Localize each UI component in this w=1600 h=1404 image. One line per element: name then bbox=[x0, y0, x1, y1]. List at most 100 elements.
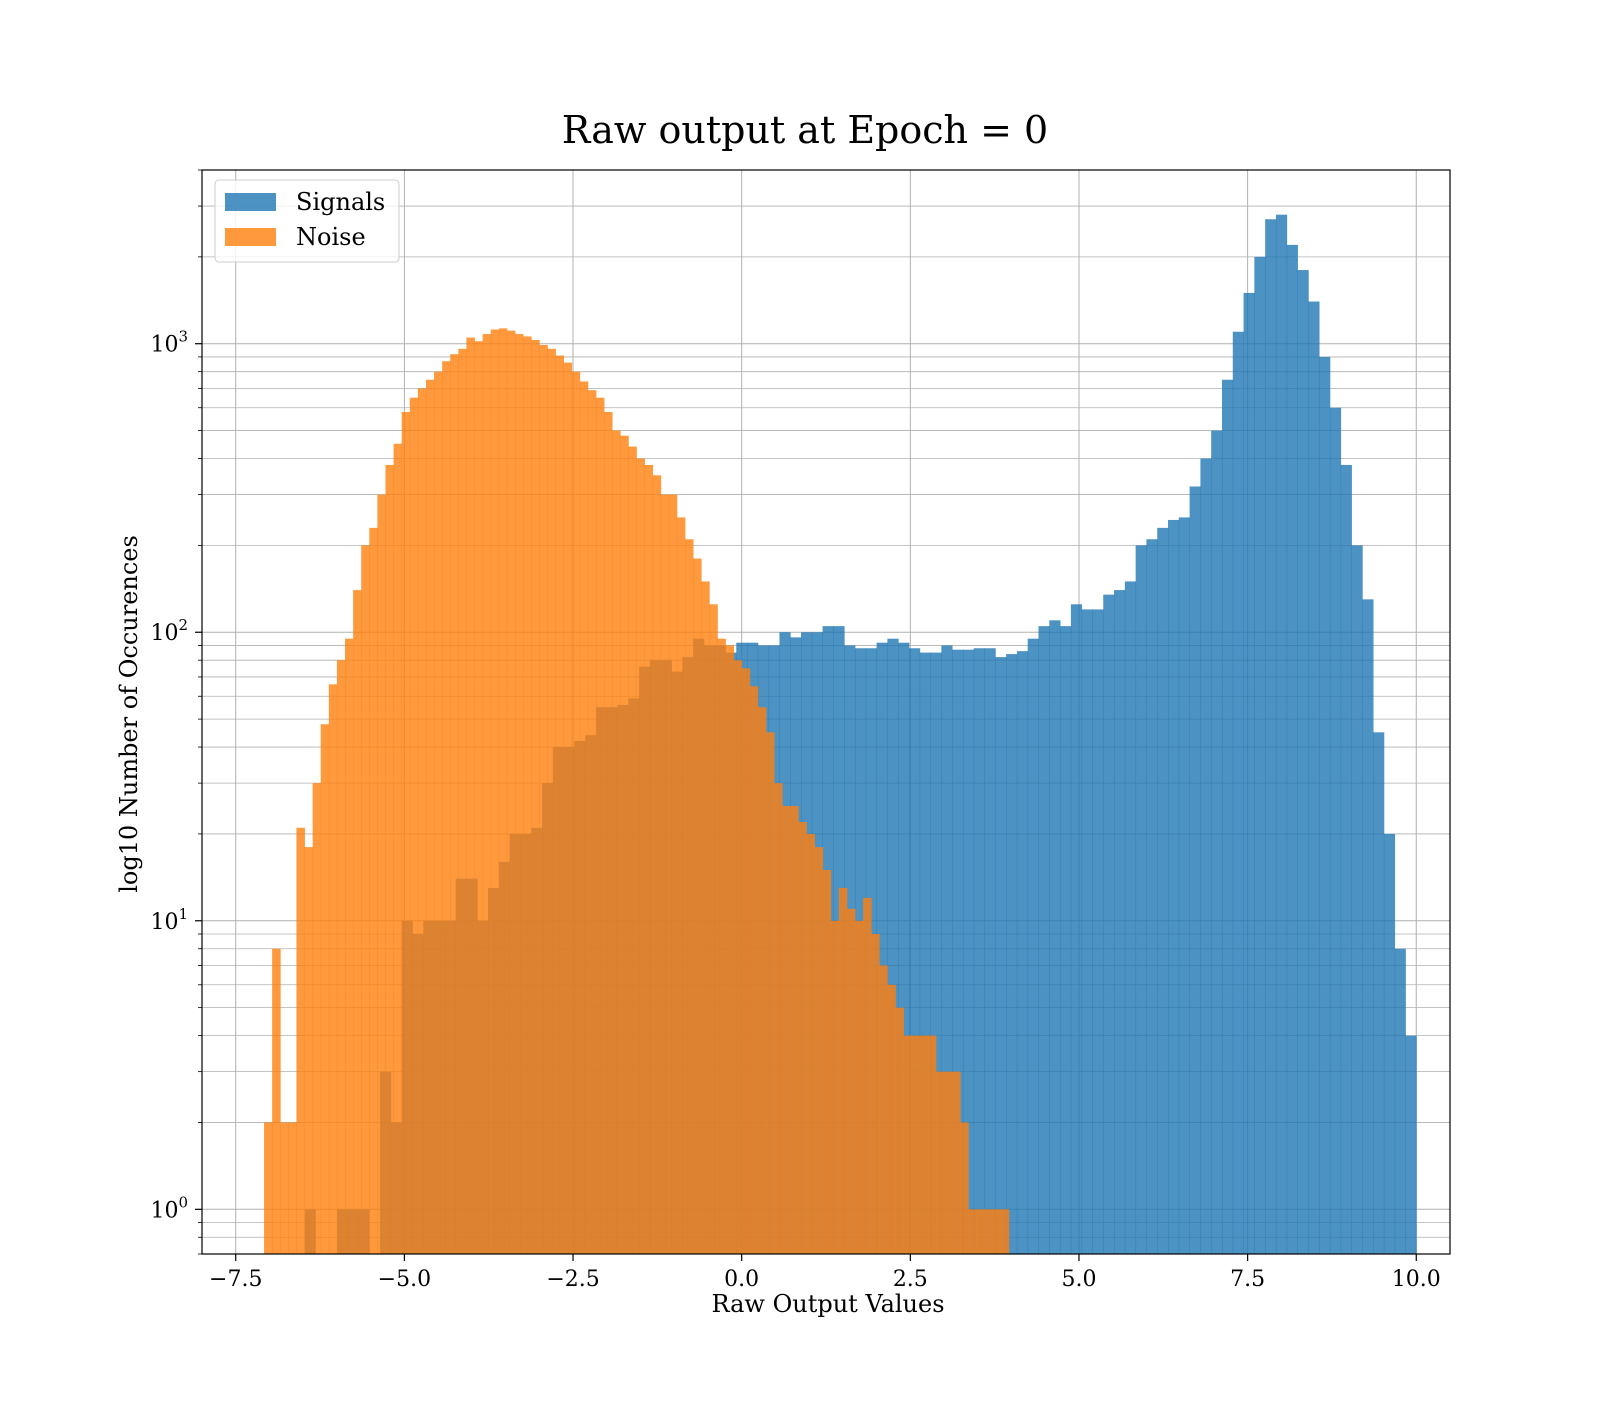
bar-noise bbox=[903, 1035, 913, 1254]
bar-noise bbox=[927, 1035, 937, 1254]
bar-signals bbox=[1394, 948, 1406, 1254]
bar-noise bbox=[498, 328, 508, 1254]
bar-noise bbox=[377, 494, 386, 1255]
bar-signals bbox=[1070, 604, 1083, 1254]
y-tick-label: 100 bbox=[150, 1193, 188, 1223]
bar-signals bbox=[887, 638, 899, 1254]
bar-signals bbox=[1092, 609, 1104, 1254]
bar-noise bbox=[442, 361, 451, 1254]
legend-swatch-signals bbox=[225, 193, 276, 211]
bar-noise bbox=[304, 847, 314, 1254]
bar-signals bbox=[962, 649, 975, 1254]
plot-frame bbox=[201, 169, 1451, 1255]
bar-noise bbox=[450, 354, 459, 1254]
bar-noise bbox=[272, 948, 281, 1254]
bar-noise bbox=[328, 684, 338, 1254]
bar-noise bbox=[935, 1071, 945, 1254]
legend-label-signals: Signals bbox=[296, 188, 385, 216]
bar-noise bbox=[652, 475, 662, 1254]
bar-noise bbox=[830, 920, 840, 1254]
bar-noise bbox=[814, 847, 824, 1254]
bar-noise bbox=[717, 638, 726, 1254]
y-tick-label: 103 bbox=[150, 328, 188, 358]
bar-noise bbox=[490, 329, 500, 1254]
bar-signals bbox=[1060, 626, 1072, 1254]
bar-noise bbox=[482, 334, 492, 1254]
bar-noise bbox=[895, 1007, 904, 1254]
bar-noise bbox=[401, 411, 411, 1255]
bar-noise bbox=[474, 341, 484, 1255]
x-tick-label: 10.0 bbox=[1392, 1267, 1441, 1292]
bar-signals bbox=[1265, 219, 1277, 1254]
bar-noise bbox=[466, 337, 475, 1255]
bar-signals bbox=[1286, 244, 1298, 1254]
bar-noise bbox=[369, 527, 378, 1254]
bar-signals bbox=[1319, 356, 1331, 1254]
bar-noise bbox=[547, 348, 556, 1255]
bar-noise bbox=[393, 443, 403, 1254]
bar-noise bbox=[620, 435, 629, 1254]
bar-signals bbox=[1211, 430, 1223, 1254]
bar-signals bbox=[1254, 256, 1266, 1254]
bar-signals bbox=[1135, 545, 1147, 1254]
bar-signals bbox=[1308, 301, 1320, 1254]
bar-noise bbox=[644, 464, 654, 1255]
x-ticks: −7.5 −5.0 −2.5 0.0 2.5 5.0 7.5 10.0 bbox=[209, 1254, 1441, 1292]
bar-signals bbox=[1351, 545, 1363, 1254]
bar-noise bbox=[701, 581, 710, 1254]
bar-noise bbox=[320, 724, 330, 1254]
bar-noise bbox=[960, 1122, 969, 1254]
bar-signals bbox=[1221, 379, 1234, 1254]
bar-signals bbox=[1049, 620, 1061, 1254]
bar-signals bbox=[1027, 638, 1039, 1254]
bar-signals bbox=[1232, 331, 1244, 1254]
bar-signals bbox=[930, 652, 942, 1254]
bar-signals bbox=[1006, 654, 1018, 1254]
bar-noise bbox=[587, 390, 597, 1255]
legend: Signals Noise bbox=[214, 179, 400, 263]
x-tick-label: −5.0 bbox=[378, 1267, 431, 1292]
bar-signals bbox=[1243, 292, 1255, 1254]
legend-swatch-noise bbox=[225, 228, 276, 246]
legend-label-noise: Noise bbox=[296, 223, 366, 251]
bar-noise bbox=[782, 805, 791, 1254]
bar-signals bbox=[1189, 486, 1201, 1254]
bar-noise bbox=[385, 464, 394, 1255]
y-axis-label: log10 Number of Occurences bbox=[115, 535, 143, 893]
bar-noise bbox=[798, 821, 807, 1254]
bar-noise bbox=[417, 388, 427, 1254]
y-tick-label: 101 bbox=[150, 905, 188, 935]
bar-signals bbox=[1038, 626, 1050, 1254]
bar-noise bbox=[846, 908, 856, 1254]
axes-layer bbox=[201, 169, 1451, 1255]
bar-signals bbox=[1103, 594, 1115, 1254]
bar-signals bbox=[1329, 407, 1342, 1255]
bar-noise bbox=[628, 446, 637, 1255]
bar-signals bbox=[1146, 539, 1158, 1254]
bar-noise bbox=[579, 381, 589, 1254]
bar-signals bbox=[1200, 458, 1212, 1254]
bar-noise bbox=[660, 494, 670, 1255]
bar-noise bbox=[838, 887, 848, 1254]
bar-noise bbox=[425, 379, 435, 1254]
bar-noise bbox=[668, 494, 678, 1255]
bar-noise bbox=[984, 1209, 994, 1254]
bar-signals bbox=[995, 657, 1007, 1254]
bar-noise bbox=[879, 965, 888, 1254]
bar-noise bbox=[733, 660, 743, 1254]
bar-noise bbox=[506, 330, 516, 1254]
bar-signals bbox=[1383, 833, 1396, 1254]
bar-noise bbox=[992, 1209, 1002, 1254]
bar-noise bbox=[409, 397, 419, 1254]
bar-noise bbox=[595, 397, 605, 1254]
bar-signals bbox=[1373, 732, 1385, 1254]
bar-noise bbox=[676, 517, 686, 1254]
bar-noise bbox=[887, 984, 896, 1254]
bar-signals bbox=[876, 642, 888, 1254]
bar-noise bbox=[264, 1122, 273, 1254]
bar-noise bbox=[539, 344, 548, 1255]
bar-signals bbox=[898, 642, 910, 1254]
bar-noise bbox=[968, 1209, 977, 1254]
x-tick-label: 5.0 bbox=[1061, 1267, 1096, 1292]
